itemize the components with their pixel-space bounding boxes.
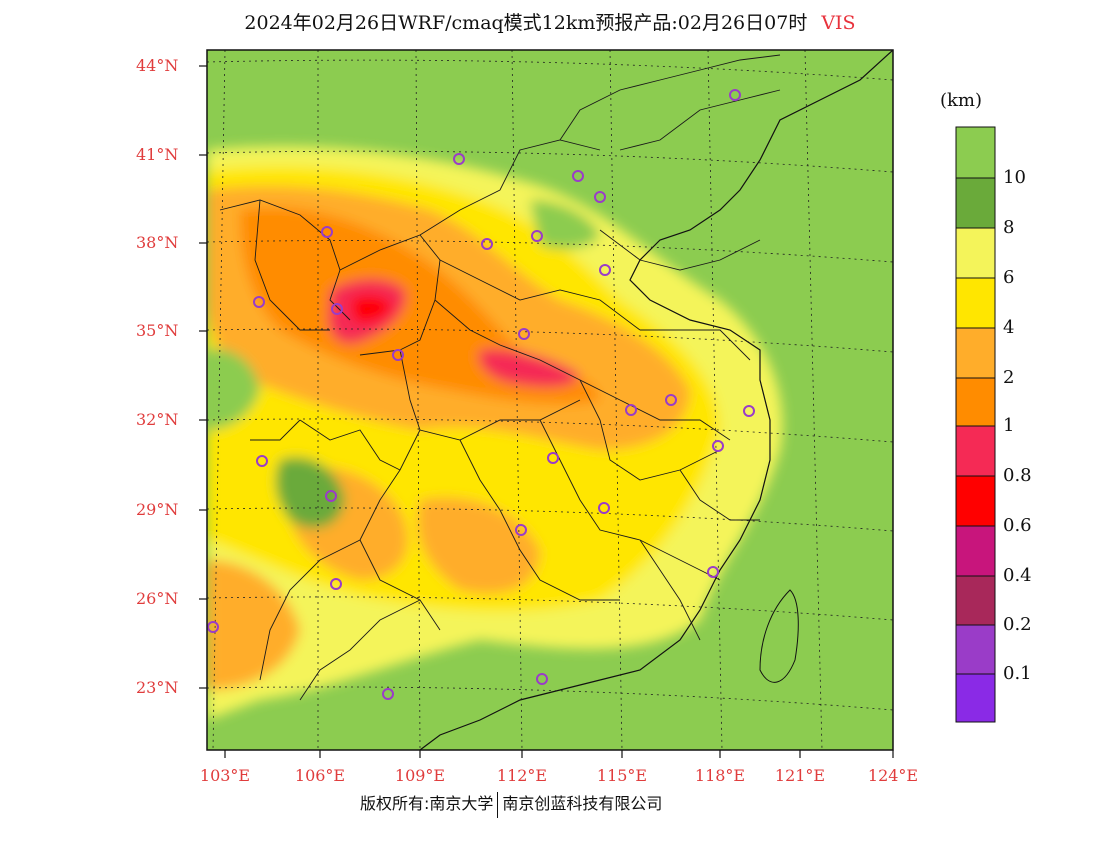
city-marker [481, 238, 493, 250]
legend-swatch [955, 327, 996, 379]
city-marker [729, 89, 741, 101]
legend-label: 8 [1003, 217, 1015, 238]
province-borders [219, 54, 781, 701]
city-marker [536, 673, 548, 685]
lon-label: 121°E [774, 766, 826, 785]
city-marker [518, 328, 530, 340]
city-marker [598, 502, 610, 514]
lon-label: 118°E [694, 766, 746, 785]
legend-label: 6 [1003, 267, 1015, 288]
taiwan-outline [759, 589, 799, 683]
lon-label: 106°E [294, 766, 346, 785]
legend-swatch [955, 177, 996, 229]
city-marker [531, 230, 543, 242]
lon-label: 112°E [496, 766, 548, 785]
graticule [207, 50, 893, 750]
city-marker [325, 490, 337, 502]
map-frame [206, 49, 894, 751]
lat-label: 29°N [136, 500, 179, 519]
city-marker [330, 578, 342, 590]
legend-swatch [955, 624, 996, 675]
lat-label: 23°N [136, 678, 179, 697]
legend-swatch [955, 425, 996, 477]
city-marker [256, 455, 268, 467]
legend-label: 0.6 [1003, 515, 1032, 536]
legend-label: 0.2 [1003, 614, 1032, 635]
city-marker [515, 524, 527, 536]
legend-label: 4 [1003, 317, 1015, 338]
city-marker [253, 296, 265, 308]
copyright-separator [497, 791, 499, 818]
city-marker [572, 170, 584, 182]
city-markers [207, 89, 755, 700]
city-marker [707, 566, 719, 578]
city-marker [453, 153, 465, 165]
lat-label: 44°N [136, 56, 179, 75]
legend-unit: (km) [940, 90, 983, 111]
legend-label: 0.1 [1003, 663, 1032, 684]
legend-swatch [955, 377, 996, 427]
city-marker [743, 405, 755, 417]
coastline [419, 50, 893, 750]
lat-label: 35°N [136, 321, 179, 340]
legend-label: 0.8 [1003, 465, 1032, 486]
city-marker [665, 394, 677, 406]
city-marker [625, 404, 637, 416]
legend-swatch [955, 575, 996, 626]
city-marker [712, 440, 724, 452]
city-marker [594, 191, 606, 203]
map-title: 2024年02月26日WRF/cmaq模式12km预报产品:02月26日07时 V… [244, 12, 856, 34]
lat-label: 32°N [136, 410, 179, 429]
lat-label: 41°N [136, 145, 179, 164]
city-marker [599, 264, 611, 276]
lon-label: 103°E [199, 766, 251, 785]
visibility-fields [207, 146, 783, 720]
copyright-company: 南京创蓝科技有限公司 [502, 794, 663, 813]
variable-name: VIS [821, 12, 856, 34]
lon-label: 115°E [596, 766, 648, 785]
legend-swatch [955, 525, 996, 577]
city-marker [331, 303, 343, 315]
legend-swatch [955, 673, 996, 723]
copyright-footer: 版权所有:南京大学 南京创蓝科技有限公司 [360, 790, 662, 818]
legend-swatch [955, 227, 996, 279]
city-marker [321, 226, 333, 238]
legend-swatch [955, 277, 996, 329]
legend-swatch [955, 475, 996, 527]
city-marker [547, 452, 559, 464]
copyright-owner: 版权所有:南京大学 [360, 794, 494, 813]
city-marker [392, 349, 404, 361]
legend-label: 1 [1003, 415, 1015, 436]
legend-label: 10 [1003, 167, 1026, 188]
lon-label: 109°E [394, 766, 446, 785]
legend-label: 2 [1003, 367, 1015, 388]
lat-label: 26°N [136, 589, 179, 608]
axis-ticks [199, 65, 894, 758]
legend-swatch [955, 126, 996, 179]
city-marker [382, 688, 394, 700]
legend-label: 0.4 [1003, 565, 1032, 586]
lat-label: 38°N [136, 233, 179, 252]
city-marker [207, 621, 219, 633]
legend-colorbar [955, 126, 996, 723]
lon-label: 124°E [867, 766, 919, 785]
